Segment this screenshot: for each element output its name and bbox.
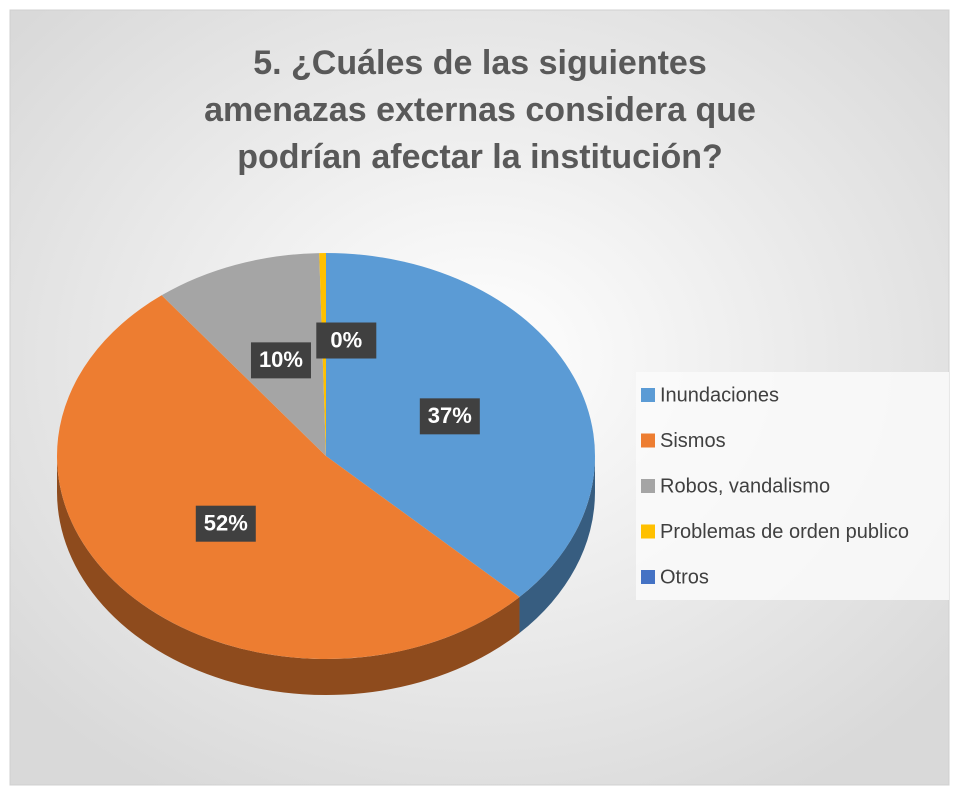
chart-title: 5. ¿Cuáles de las siguientes amenazas ext…: [204, 44, 756, 176]
slice: [56, 295, 520, 660]
legend-swatch: [641, 388, 655, 402]
legend-label: Otros: [660, 566, 709, 588]
data-label: 10%: [259, 347, 303, 372]
legend-label: Problemas de orden publico: [660, 521, 909, 543]
data-label: 52%: [204, 511, 248, 536]
label-box: [316, 322, 377, 359]
slice-side: [519, 456, 595, 634]
legend-swatch: [641, 570, 655, 584]
legend-swatch: [641, 524, 655, 539]
label-box: [195, 505, 256, 542]
legend-label: Sismos: [660, 430, 726, 452]
data-label: 0%: [330, 327, 362, 352]
slice-side: [57, 456, 520, 695]
legend-label: Robos, vandalismo: [660, 475, 830, 497]
slice: [161, 253, 326, 456]
legend-swatch: [641, 479, 655, 493]
label-box: [250, 342, 311, 379]
data-label: 37%: [428, 403, 472, 428]
legend-box: [636, 372, 949, 600]
legend-label: Inundaciones: [660, 384, 779, 406]
legend-swatch: [641, 433, 655, 448]
label-box: [419, 398, 480, 435]
